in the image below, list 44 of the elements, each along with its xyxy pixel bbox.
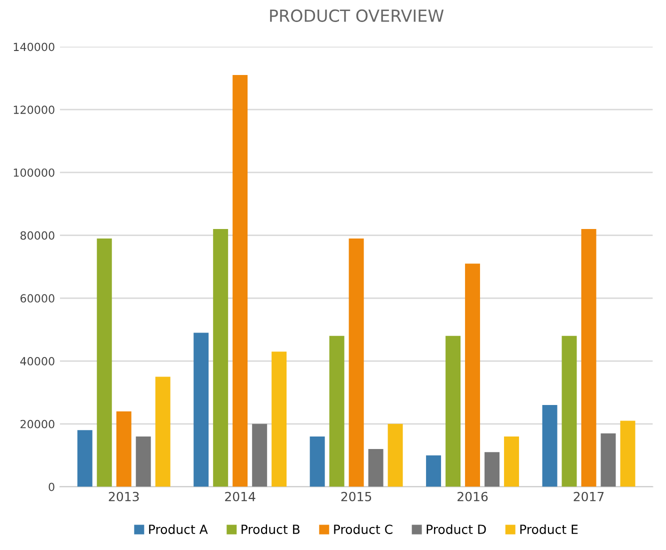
bar [542, 405, 558, 487]
bar [194, 332, 209, 487]
bar [465, 264, 480, 487]
y-tick-label: 100000 [14, 168, 54, 177]
bar [329, 336, 344, 487]
y-tick-label: 120000 [14, 106, 54, 114]
bar [388, 424, 403, 487]
bar [310, 436, 325, 487]
bar [620, 420, 636, 487]
legend-label: Product C [334, 524, 392, 534]
bar [96, 238, 112, 487]
bar [504, 436, 520, 487]
bar [484, 452, 500, 487]
bar [426, 455, 442, 487]
bar [116, 411, 132, 487]
x-tick-label: 2017 [574, 492, 604, 502]
bar [562, 336, 577, 487]
y-tick-label: 20000 [20, 420, 54, 428]
bar [581, 229, 596, 487]
bar [348, 238, 364, 487]
bar [136, 436, 151, 487]
bar [368, 449, 384, 487]
bar [446, 336, 461, 487]
bar [600, 433, 616, 487]
chart-title: PRODUCT OVERVIEW [270, 9, 444, 22]
legend-label: Product A [149, 524, 208, 534]
legend-label: Product D [426, 524, 486, 534]
bar [272, 352, 287, 487]
bar [77, 430, 92, 487]
legend-label: Product B [242, 524, 300, 534]
bar [232, 75, 248, 487]
bar [213, 229, 228, 487]
x-tick-label: 2015 [341, 492, 372, 502]
x-tick-label: 2014 [225, 492, 256, 502]
y-tick-label: 60000 [20, 294, 54, 303]
y-tick-label: 140000 [14, 42, 54, 52]
legend-label: Product E [520, 524, 578, 534]
bar [252, 424, 268, 487]
y-tick-label: 40000 [20, 357, 54, 366]
x-tick-label: 2013 [108, 492, 139, 502]
y-tick-label: 80000 [20, 231, 54, 240]
x-tick-label: 2016 [458, 492, 488, 502]
bar [155, 376, 170, 487]
y-tick-label: 0 [48, 482, 54, 492]
